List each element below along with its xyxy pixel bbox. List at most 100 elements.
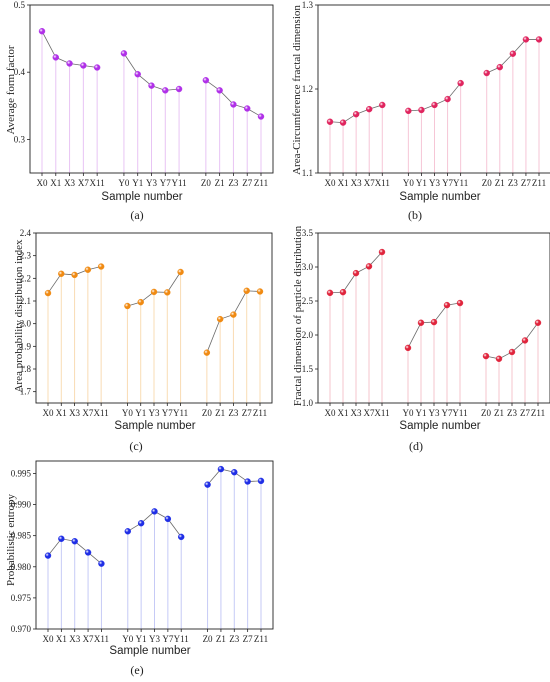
x-tick-label: X3 <box>69 634 80 644</box>
data-point <box>162 87 169 94</box>
y-tick-label: 0.980 <box>11 562 32 572</box>
data-point <box>508 348 516 356</box>
y-tick-label: 1.5 <box>302 364 314 374</box>
data-point <box>217 465 225 473</box>
y-tick-label: 2.0 <box>20 319 32 329</box>
data-point <box>44 552 52 559</box>
data-point <box>483 69 490 77</box>
data-point <box>509 50 517 57</box>
data-point <box>150 288 158 296</box>
data-point <box>151 508 158 515</box>
x-tick-label: Z1 <box>495 178 505 188</box>
x-tick-label: Z3 <box>507 408 517 418</box>
x-tick-label: Z1 <box>216 634 226 644</box>
data-point <box>378 248 386 256</box>
x-tick-label: Y7 <box>442 178 453 188</box>
x-tick-label: Z11 <box>254 178 268 188</box>
data-point <box>326 289 334 297</box>
data-point <box>339 288 347 296</box>
x-tick-label: X7 <box>82 408 93 418</box>
x-axis-title: Sample number <box>109 645 190 657</box>
chart-panel-c: Area probability distribution index Samp… <box>13 228 273 453</box>
chart-panel-b: Area-Circumference fractal dimension Sam… <box>291 0 550 222</box>
x-tick-label: Y1 <box>416 178 427 188</box>
data-point <box>404 344 412 352</box>
data-point <box>58 270 65 277</box>
data-point <box>66 60 73 67</box>
x-tick-label: X11 <box>94 634 109 644</box>
x-tick-label: Z11 <box>531 408 545 418</box>
data-point <box>124 302 131 310</box>
data-point <box>148 82 155 89</box>
y-tick-label: 2.1 <box>20 296 31 306</box>
data-point <box>379 101 386 109</box>
x-tick-label: Z0 <box>481 408 491 418</box>
data-point <box>257 477 265 485</box>
data-point <box>231 469 238 476</box>
x-tick-label: Y0 <box>122 408 133 418</box>
chart-panel-a: Average form factor Sample number (a) 0.… <box>5 0 274 222</box>
y-tick-label: 0.970 <box>11 624 32 634</box>
x-tick-label: X3 <box>69 408 80 418</box>
data-point <box>177 268 184 276</box>
data-point <box>84 266 92 273</box>
x-tick-label: X0 <box>43 408 54 418</box>
x-tick-label: Y1 <box>132 178 143 188</box>
data-point <box>164 515 172 523</box>
y-tick-label: 3.5 <box>302 228 314 238</box>
data-point <box>243 287 250 294</box>
data-point <box>535 36 543 43</box>
x-tick-label: X1 <box>338 408 349 418</box>
data-point <box>71 538 78 545</box>
x-tick-label: Y11 <box>452 408 467 418</box>
data-point <box>417 319 425 326</box>
x-tick-label: X0 <box>37 178 48 188</box>
x-tick-label: Y7 <box>160 178 171 188</box>
data-point <box>534 319 542 326</box>
data-point <box>257 113 265 120</box>
y-tick-label: 1.8 <box>20 364 32 374</box>
x-tick-label: X0 <box>325 408 336 418</box>
y-tick-label: 2.0 <box>302 330 314 340</box>
data-point <box>457 79 464 87</box>
x-tick-label: Z1 <box>215 178 225 188</box>
x-tick-label: Y7 <box>442 408 453 418</box>
y-tick-label: 0.990 <box>11 500 32 510</box>
x-tick-label: X3 <box>64 178 75 188</box>
panel-caption: (e) <box>130 663 143 677</box>
x-tick-label: Y3 <box>429 408 440 418</box>
x-tick-label: X7 <box>364 178 375 188</box>
y-tick-label: 0.985 <box>11 531 32 541</box>
x-tick-label: Z0 <box>202 408 212 418</box>
data-point <box>352 269 360 277</box>
x-tick-label: X11 <box>374 408 389 418</box>
y-tick-label: 3.0 <box>302 262 314 272</box>
x-axis-title: Sample number <box>399 191 480 203</box>
data-point <box>203 349 211 356</box>
data-point <box>134 71 141 78</box>
y-tick-label: 1.7 <box>20 387 32 397</box>
y-tick-label: 0.975 <box>11 593 32 603</box>
x-tick-label: X1 <box>50 178 61 188</box>
y-tick-label: 2.4 <box>20 228 32 238</box>
x-tick-label: Z0 <box>203 634 213 644</box>
x-tick-label: Y11 <box>173 408 188 418</box>
x-tick-label: Z3 <box>229 634 239 644</box>
data-point <box>326 118 334 125</box>
x-tick-label: Y0 <box>403 408 414 418</box>
chart-panel-e: Probabilistic entropy Sample number (e) … <box>5 460 274 677</box>
data-point <box>178 533 185 541</box>
x-tick-label: X3 <box>351 408 362 418</box>
y-axis-title: Average form factor <box>5 45 17 134</box>
chart-panel-d: Fractal dimension of particle distributi… <box>292 225 550 453</box>
x-tick-label: Z0 <box>201 178 211 188</box>
data-point <box>230 311 237 318</box>
x-tick-label: Y7 <box>162 634 173 644</box>
x-tick-label: Y3 <box>429 178 440 188</box>
data-point <box>443 301 451 309</box>
y-tick-label: 1.3 <box>302 0 314 10</box>
y-tick-label: 0.995 <box>11 468 32 478</box>
x-tick-label: Z3 <box>228 408 238 418</box>
panel-caption: (b) <box>408 208 422 222</box>
data-point <box>230 101 237 108</box>
